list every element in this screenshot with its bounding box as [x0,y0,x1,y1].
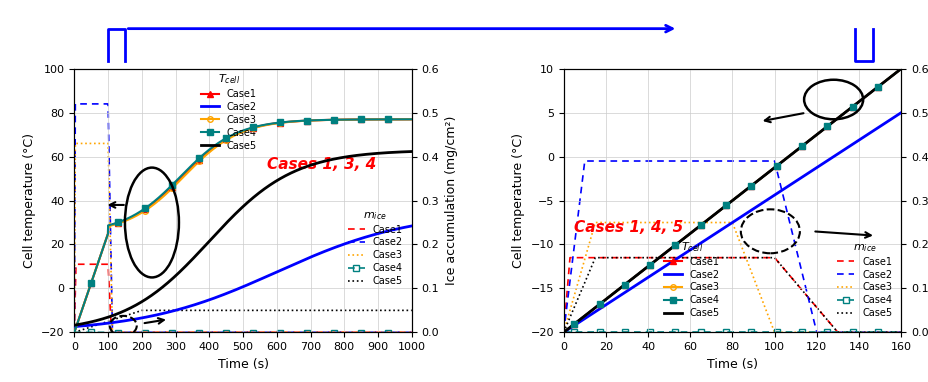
Text: Cases 1, 4, 5: Cases 1, 4, 5 [574,220,682,235]
X-axis label: Time (s): Time (s) [706,358,757,371]
Y-axis label: Cell temperature (°C): Cell temperature (°C) [511,133,524,268]
Legend: Case1, Case2, Case3, Case4, Case5: Case1, Case2, Case3, Case4, Case5 [832,238,896,322]
Legend: Case1, Case2, Case3, Case4, Case5: Case1, Case2, Case3, Case4, Case5 [343,206,406,290]
Text: Cases 1, 3, 4: Cases 1, 3, 4 [266,157,376,172]
X-axis label: Time (s): Time (s) [217,358,268,371]
Y-axis label: Ice accumulation (mg/cm²): Ice accumulation (mg/cm²) [445,116,458,285]
Y-axis label: Cell temperature (°C): Cell temperature (°C) [22,133,35,268]
